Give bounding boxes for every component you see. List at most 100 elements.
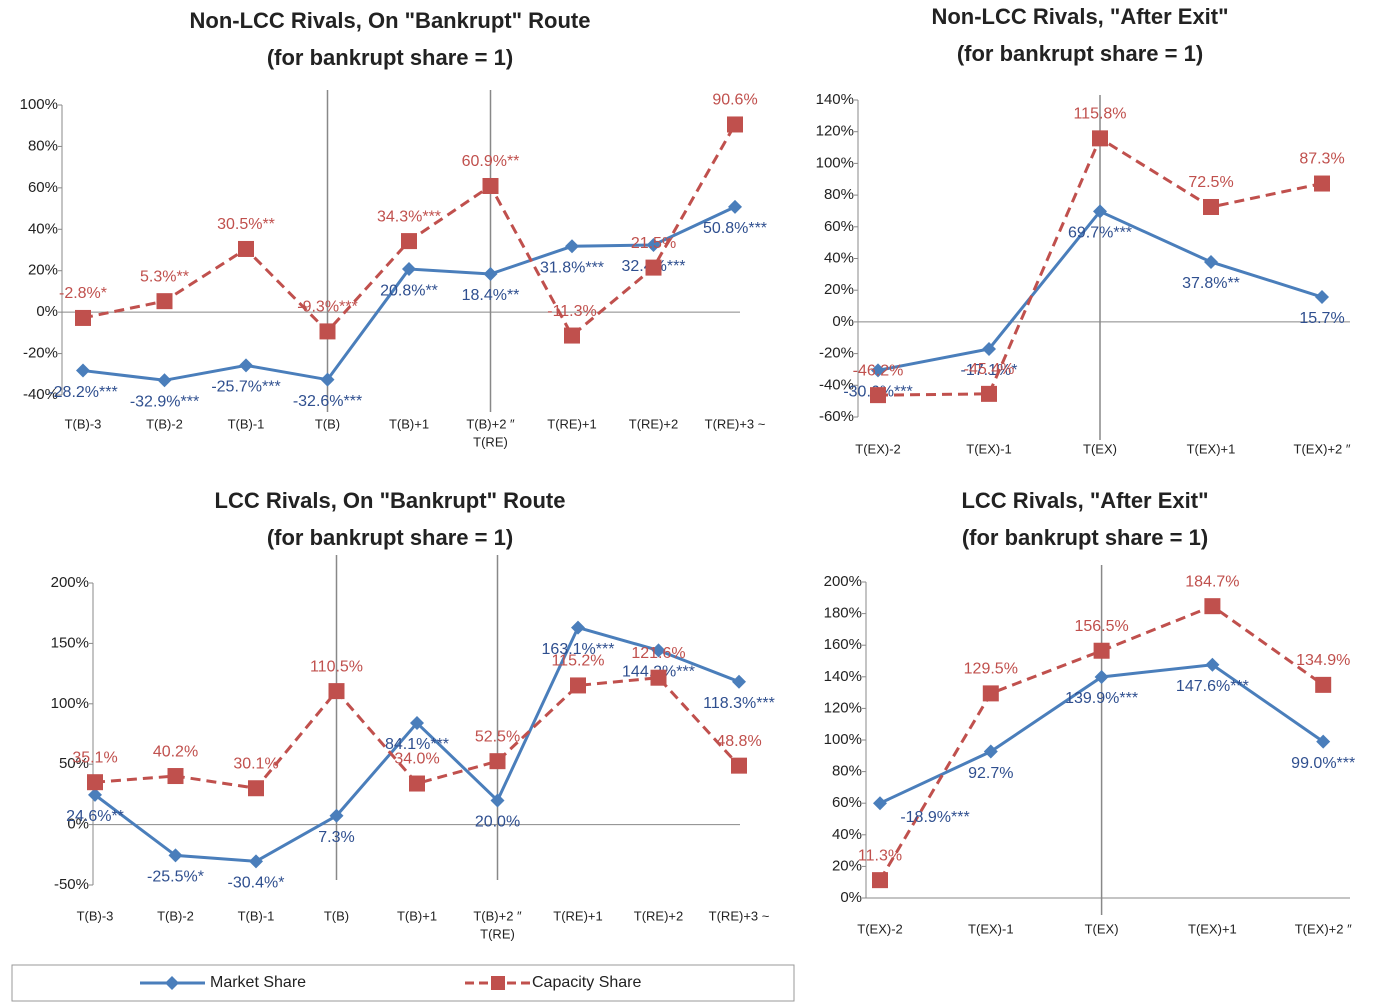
x-tick-label: T(RE)+1 (553, 908, 602, 923)
x-tick-label: T(B)+2 ″ (473, 908, 522, 923)
marker (872, 872, 888, 889)
marker (482, 177, 499, 194)
data-label: -46.2% (853, 362, 904, 379)
x-tick-label: T(EX)+1 (1188, 921, 1237, 936)
x-tick-label: T(RE) (480, 926, 515, 941)
chart-subtitle: (for bankrupt share = 1) (957, 41, 1203, 66)
marker (239, 358, 253, 373)
x-tick-label: T(RE)+2 (629, 416, 678, 431)
data-label: 11.3% (858, 847, 902, 864)
x-tick-label: T(B)-3 (65, 416, 102, 431)
x-tick-label: T(B)-1 (228, 416, 265, 431)
data-label: 52.5% (475, 728, 520, 745)
x-tick-label: T(EX) (1085, 921, 1119, 936)
marker (645, 259, 662, 276)
x-tick-label: T(B)-2 (157, 908, 194, 923)
annotation: -18.9%*** (900, 809, 969, 826)
marker (248, 780, 264, 797)
marker (731, 757, 747, 774)
marker (727, 116, 743, 133)
data-label: 84.1%*** (385, 736, 449, 753)
x-tick-label: T(B) (315, 416, 340, 431)
y-tick-label: 150% (51, 634, 89, 651)
data-label: -25.5%* (147, 869, 204, 886)
data-label: -32.9%*** (130, 394, 199, 411)
data-label: 30.5%** (217, 216, 275, 233)
data-label: -30.4%* (228, 875, 285, 892)
marker (489, 753, 506, 770)
marker (328, 683, 345, 700)
data-label: 72.5% (1188, 174, 1233, 191)
data-label: 7.3% (318, 829, 354, 846)
data-label: -9.3%*** (297, 299, 357, 316)
y-tick-label: 50% (59, 755, 89, 772)
data-label: 24.6%** (66, 808, 124, 825)
marker (249, 854, 263, 869)
marker (76, 363, 90, 378)
data-label: 34.0% (394, 751, 439, 768)
y-tick-label: -40% (23, 386, 58, 403)
y-tick-label: 40% (832, 826, 862, 843)
y-tick-label: 180% (824, 605, 862, 622)
y-tick-label: 140% (824, 668, 862, 685)
data-label: 50.8%*** (703, 220, 767, 237)
y-tick-label: -40% (819, 376, 854, 393)
y-tick-label: 100% (20, 96, 58, 113)
y-tick-label: 20% (832, 857, 862, 874)
x-tick-label: T(B)+1 (397, 908, 437, 923)
marker (402, 262, 416, 277)
data-label: 20.8%** (380, 282, 438, 299)
marker (983, 744, 998, 759)
marker (1205, 657, 1220, 672)
marker (1094, 669, 1109, 684)
marker (238, 240, 254, 257)
y-tick-label: 80% (28, 137, 58, 154)
y-tick-label: 120% (816, 123, 854, 140)
marker (873, 796, 887, 811)
x-tick-label: T(RE)+1 (547, 416, 596, 431)
marker (646, 238, 661, 253)
marker (982, 342, 996, 357)
chart-title: Non-LCC Rivals, On "Bankrupt" Route (190, 8, 591, 33)
marker (728, 199, 742, 214)
data-label: -45.4% (964, 361, 1015, 378)
data-label: 18.4%** (462, 287, 520, 304)
chart-subtitle: (for bankrupt share = 1) (267, 525, 513, 550)
data-label: 5.3%** (140, 268, 189, 285)
data-label: 69.7%*** (1068, 225, 1132, 242)
chart-title: Non-LCC Rivals, "After Exit" (931, 4, 1228, 29)
legend-box (11, 964, 795, 1002)
y-tick-label: 80% (824, 186, 854, 203)
data-label: 156.5% (1074, 618, 1128, 635)
marker (320, 372, 335, 387)
marker (401, 233, 417, 250)
y-tick-label: 0% (67, 816, 89, 833)
y-tick-label: 0% (832, 313, 854, 330)
y-tick-label: 40% (28, 220, 58, 237)
y-tick-label: 60% (28, 179, 58, 196)
data-label: 34.3%*** (377, 208, 441, 225)
data-label: -28.2%*** (48, 384, 117, 401)
marker (1092, 130, 1108, 147)
y-tick-label: 140% (816, 91, 854, 108)
series-line (94, 676, 741, 790)
data-label: -2.8%* (59, 285, 107, 302)
data-label: 92.7% (968, 765, 1013, 782)
y-tick-label: 160% (824, 636, 862, 653)
data-label: 87.3% (1299, 151, 1344, 168)
x-tick-label: T(B)-3 (77, 908, 114, 923)
x-tick-label: T(EX)-2 (855, 441, 901, 456)
marker (570, 677, 586, 694)
y-tick-label: 100% (824, 731, 862, 748)
x-tick-label: T(B)-1 (238, 908, 275, 923)
x-tick-label: T(EX)+2 ″ (1295, 921, 1352, 936)
x-tick-label: T(B)+2 ″ (466, 416, 515, 431)
data-label: 115.2% (551, 653, 604, 670)
marker (168, 848, 183, 863)
marker (88, 787, 102, 802)
data-label: 147.6%*** (1176, 678, 1249, 695)
marker (1315, 290, 1329, 305)
x-tick-label: T(RE)+3 ~ (709, 908, 770, 923)
y-tick-label: 0% (36, 303, 58, 320)
marker (650, 669, 667, 686)
